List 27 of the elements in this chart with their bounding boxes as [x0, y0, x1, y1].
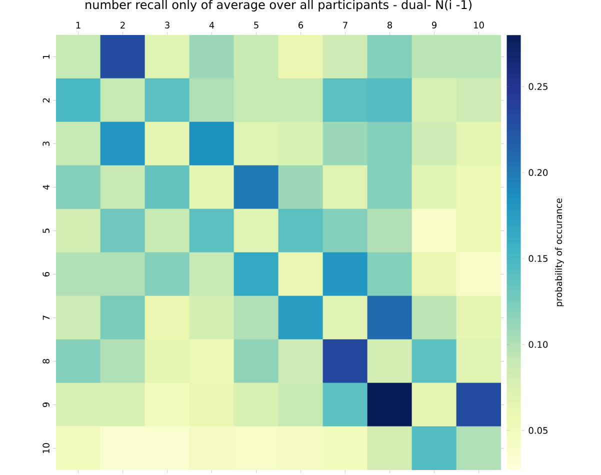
color-bar-label: 0.10: [528, 341, 548, 348]
y-tick-label: 5: [42, 228, 50, 233]
x-tick-label: 7: [343, 22, 348, 28]
color-bar-label: 0.25: [528, 83, 548, 90]
chart-title: number recall only of average over all participants - dual- N(i -1): [86, 0, 472, 12]
y-tick-label: 9: [42, 402, 50, 408]
y-tick-label: 7: [42, 316, 50, 320]
color-bar-label: 0.20: [528, 169, 548, 176]
y-tick-label: 4: [42, 184, 50, 190]
x-tick-label: 2: [120, 22, 125, 28]
color-bar-label: 0.05: [528, 427, 548, 434]
x-tick-label: 4: [209, 22, 214, 28]
color-bar-label: 0.15: [528, 255, 548, 262]
y-tick-label: 8: [42, 359, 50, 364]
y-tick-label: 10: [42, 443, 50, 453]
x-tick-label: 5: [254, 22, 258, 28]
y-tick-label: 3: [42, 142, 50, 146]
color-bar-title: probability of occurance: [555, 198, 564, 306]
x-tick-label: 9: [432, 22, 436, 28]
x-tick-label: 3: [165, 22, 170, 28]
y-tick-label: 1: [42, 54, 50, 59]
x-tick-label: 6: [298, 22, 304, 28]
x-tick-label: 1: [76, 22, 80, 28]
x-tick-label: 8: [388, 22, 392, 28]
y-tick-label: 2: [42, 98, 50, 102]
x-tick-label: 10: [474, 22, 484, 28]
y-tick-label: 6: [42, 272, 50, 276]
